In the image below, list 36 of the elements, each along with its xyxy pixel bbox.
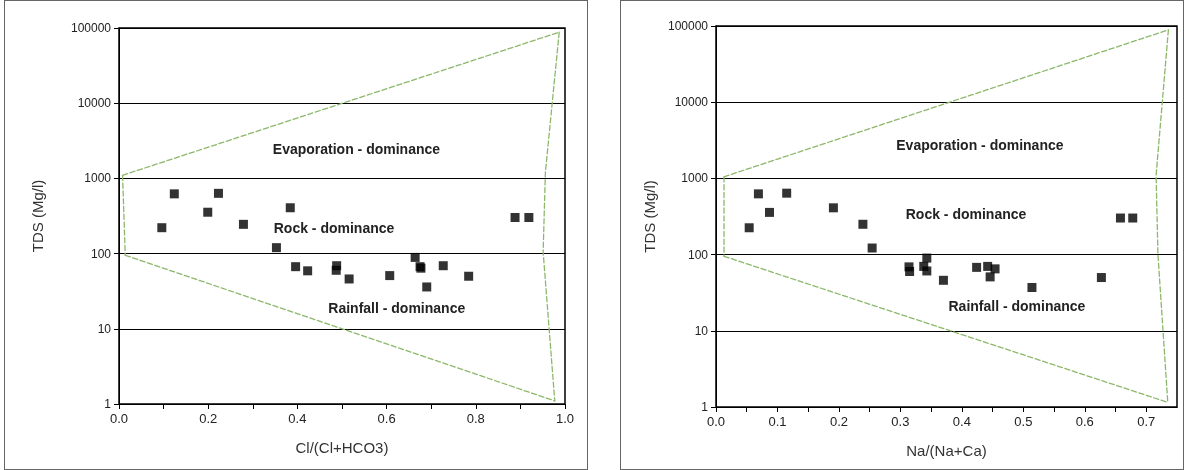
x-tick-label: 0.6 bbox=[377, 411, 396, 426]
x-axis-title: Cl/(Cl+HCO3) bbox=[295, 439, 389, 456]
y-tick-label: 1 bbox=[104, 397, 112, 411]
x-tick-label: 0.6 bbox=[1075, 414, 1094, 429]
x-tick-label: 0.5 bbox=[1014, 414, 1033, 429]
y-tick-label: 10000 bbox=[77, 96, 112, 111]
annotation: Rock - dominance bbox=[905, 205, 1027, 222]
annotation: Evaporation - dominance bbox=[896, 136, 1064, 153]
y-tick-label: 100 bbox=[687, 247, 709, 262]
annotation: Rainfall - dominance bbox=[328, 299, 466, 316]
x-tick-label: 0.4 bbox=[288, 411, 307, 426]
y-tick-label: 100 bbox=[90, 246, 112, 261]
x-tick-label: 0.1 bbox=[768, 414, 787, 429]
y-tick-label: 1000 bbox=[84, 171, 112, 186]
x-tick-label: 0.2 bbox=[199, 411, 218, 426]
y-axis-title: TDS (Mg/l) bbox=[641, 180, 659, 253]
y-tick-label: 100000 bbox=[667, 19, 709, 33]
x-tick-label: 0.8 bbox=[466, 411, 485, 426]
x-tick-label: 0.4 bbox=[952, 414, 971, 429]
x-tick-label: 0.0 bbox=[109, 411, 129, 426]
annotation: Evaporation - dominance bbox=[272, 140, 441, 157]
y-axis-title: TDS (Mg/l) bbox=[29, 179, 46, 253]
y-tick-label: 100000 bbox=[70, 21, 112, 35]
x-axis-title: Na/(Na+Ca) bbox=[906, 442, 987, 459]
x-tick-label: 0.2 bbox=[829, 414, 848, 429]
x-tick-label: 0.3 bbox=[891, 414, 910, 429]
y-tick-label: 10 bbox=[97, 321, 112, 336]
x-tick-label: 0.0 bbox=[706, 414, 726, 429]
y-tick-label: 1 bbox=[701, 400, 709, 414]
annotation: Rock - dominance bbox=[273, 220, 395, 237]
y-tick-label: 10000 bbox=[674, 95, 709, 110]
annotation: Rainfall - dominance bbox=[948, 297, 1086, 314]
x-tick-label: 0.7 bbox=[1137, 414, 1156, 429]
y-tick-label: 10 bbox=[694, 323, 709, 338]
y-tick-label: 1000 bbox=[681, 171, 709, 186]
x-tick-label: 1.0 bbox=[555, 411, 575, 426]
